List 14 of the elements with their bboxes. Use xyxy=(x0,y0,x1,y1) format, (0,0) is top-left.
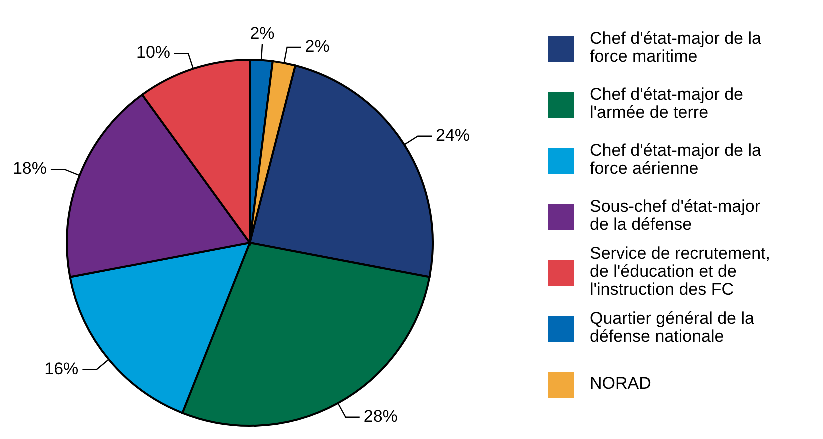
data-label: 24% xyxy=(436,126,470,145)
legend-label: Chef d'état-major de l'armée de terre xyxy=(590,85,744,122)
legend-label: Chef d'état-major de la force aérienne xyxy=(590,141,762,178)
legend-label: Service de recrutement, de l'éducation et de l'instruction des FC xyxy=(590,244,770,300)
data-label: 2% xyxy=(305,37,330,56)
legend-label: Chef d'état-major de la force maritime xyxy=(590,29,762,66)
data-label: 28% xyxy=(364,406,398,426)
data-label: 18% xyxy=(12,159,47,178)
data-label: 10% xyxy=(136,43,171,62)
legend-label: Quartier général de la défense nationale xyxy=(590,309,755,346)
data-label: 2% xyxy=(250,24,275,43)
legend-label: NORAD xyxy=(590,374,652,394)
data-label: 16% xyxy=(44,359,79,378)
legend-label: Sous-chef d'état-major de la défense xyxy=(590,197,761,234)
